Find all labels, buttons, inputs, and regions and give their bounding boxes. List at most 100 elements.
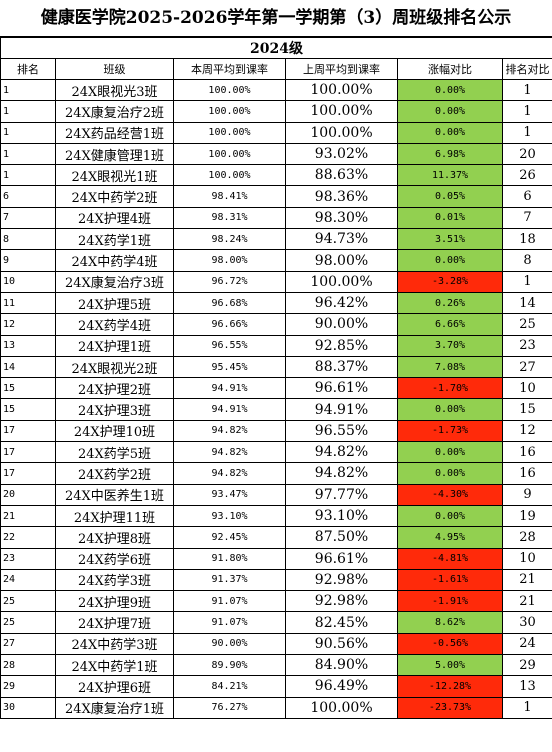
rank-compare-cell: 21 [501,590,552,613]
rank-compare-cell: 1 [501,100,552,123]
this-week-rate-cell: 95.45% [173,355,286,379]
rank-cell: 27 [0,632,56,656]
table-row: 6 24X中药学2班 98.41% 98.36% 0.05% 6 [0,185,552,208]
change-cell: 0.01% [397,206,503,230]
last-week-rate-cell: 92.98% [285,590,398,613]
rank-compare-cell: 23 [501,334,552,357]
rank-compare-cell: 18 [501,228,552,251]
class-name-cell: 24X护理1班 [55,334,174,357]
rank-compare-cell: 1 [501,270,552,293]
this-week-rate-cell: 94.82% [173,462,286,485]
last-week-rate-cell: 96.61% [285,377,398,400]
class-name-cell: 24X眼视光2班 [55,355,174,379]
table-row: 13 24X护理1班 96.55% 92.85% 3.70% 23 [0,334,552,357]
rank-cell: 22 [0,526,56,549]
rank-cell: 15 [0,377,56,400]
table-row: 20 24X中医养生1班 93.47% 97.77% -4.30% 9 [0,483,552,506]
last-week-rate-cell: 92.98% [285,568,398,592]
rank-cell: 17 [0,441,56,464]
table-row: 14 24X眼视光2班 95.45% 88.37% 7.08% 27 [0,355,552,379]
last-week-rate-cell: 93.02% [285,142,398,166]
change-cell: 6.66% [397,313,503,336]
this-week-rate-cell: 91.37% [173,568,286,592]
last-week-rate-cell: 87.50% [285,526,398,549]
class-name-cell: 24X药学4班 [55,313,174,336]
rank-cell: 25 [0,590,56,613]
rank-cell: 30 [0,696,56,719]
header-class: 班级 [55,58,174,80]
last-week-rate-cell: 94.82% [285,462,398,485]
rank-cell: 13 [0,334,56,357]
change-cell: 6.98% [397,142,503,166]
class-name-cell: 24X护理2班 [55,377,174,400]
this-week-rate-cell: 91.80% [173,547,286,570]
rank-cell: 9 [0,249,56,272]
last-week-rate-cell: 97.77% [285,483,398,506]
table-row: 29 24X护理6班 84.21% 96.49% -12.28% 13 [0,675,552,698]
last-week-rate-cell: 96.42% [285,291,398,315]
change-cell: 0.00% [397,100,503,123]
this-week-rate-cell: 94.82% [173,419,286,443]
this-week-rate-cell: 98.00% [173,249,286,272]
table-row: 1 24X药品经营1班 100.00% 100.00% 0.00% 1 [0,121,552,144]
change-cell: -12.28% [397,675,503,698]
class-name-cell: 24X药品经营1班 [55,121,174,144]
rank-cell: 21 [0,504,56,528]
table-row: 8 24X药学1班 98.24% 94.73% 3.51% 18 [0,228,552,251]
this-week-rate-cell: 94.91% [173,377,286,400]
table-row: 11 24X护理5班 96.68% 96.42% 0.26% 14 [0,291,552,315]
rank-cell: 8 [0,228,56,251]
change-cell: 0.00% [397,121,503,144]
this-week-rate-cell: 90.00% [173,632,286,656]
change-cell: -4.81% [397,547,503,570]
change-cell: -3.28% [397,270,503,293]
rank-compare-cell: 16 [501,462,552,485]
table-row: 28 24X中药学1班 89.90% 84.90% 5.00% 29 [0,654,552,677]
this-week-rate-cell: 96.55% [173,334,286,357]
table-row: 17 24X药学2班 94.82% 94.82% 0.00% 16 [0,462,552,485]
rank-compare-cell: 7 [501,206,552,230]
last-week-rate-cell: 94.82% [285,441,398,464]
rank-cell: 29 [0,675,56,698]
last-week-rate-cell: 90.56% [285,632,398,656]
last-week-rate-cell: 96.49% [285,675,398,698]
header-change: 涨幅对比 [397,58,503,80]
this-week-rate-cell: 94.82% [173,441,286,464]
last-week-rate-cell: 98.36% [285,185,398,208]
table-row: 9 24X中药学4班 98.00% 98.00% 0.00% 8 [0,249,552,272]
rank-compare-cell: 24 [501,632,552,656]
table-row: 7 24X护理4班 98.31% 98.30% 0.01% 7 [0,206,552,230]
this-week-rate-cell: 98.41% [173,185,286,208]
class-name-cell: 24X护理6班 [55,675,174,698]
rank-compare-cell: 1 [501,78,552,102]
rank-compare-cell: 28 [501,526,552,549]
table-row: 25 24X护理9班 91.07% 92.98% -1.91% 21 [0,590,552,613]
last-week-rate-cell: 94.91% [285,398,398,421]
rank-compare-cell: 10 [501,547,552,570]
change-cell: 0.00% [397,504,503,528]
last-week-rate-cell: 100.00% [285,270,398,293]
class-name-cell: 24X康复治疗3班 [55,270,174,293]
class-name-cell: 24X中药学3班 [55,632,174,656]
rank-compare-cell: 20 [501,142,552,166]
change-cell: -1.91% [397,590,503,613]
change-cell: 3.70% [397,334,503,357]
rank-compare-cell: 25 [501,313,552,336]
rank-cell: 12 [0,313,56,336]
class-name-cell: 24X护理3班 [55,398,174,421]
class-name-cell: 24X护理11班 [55,504,174,528]
rank-compare-cell: 30 [501,611,552,634]
rank-cell: 17 [0,419,56,443]
this-week-rate-cell: 96.72% [173,270,286,293]
last-week-rate-cell: 90.00% [285,313,398,336]
change-cell: 0.00% [397,462,503,485]
last-week-rate-cell: 100.00% [285,78,398,102]
this-week-rate-cell: 91.07% [173,611,286,634]
last-week-rate-cell: 96.55% [285,419,398,443]
this-week-rate-cell: 94.91% [173,398,286,421]
last-week-rate-cell: 93.10% [285,504,398,528]
last-week-rate-cell: 82.45% [285,611,398,634]
rank-compare-cell: 26 [501,164,552,187]
this-week-rate-cell: 76.27% [173,696,286,719]
